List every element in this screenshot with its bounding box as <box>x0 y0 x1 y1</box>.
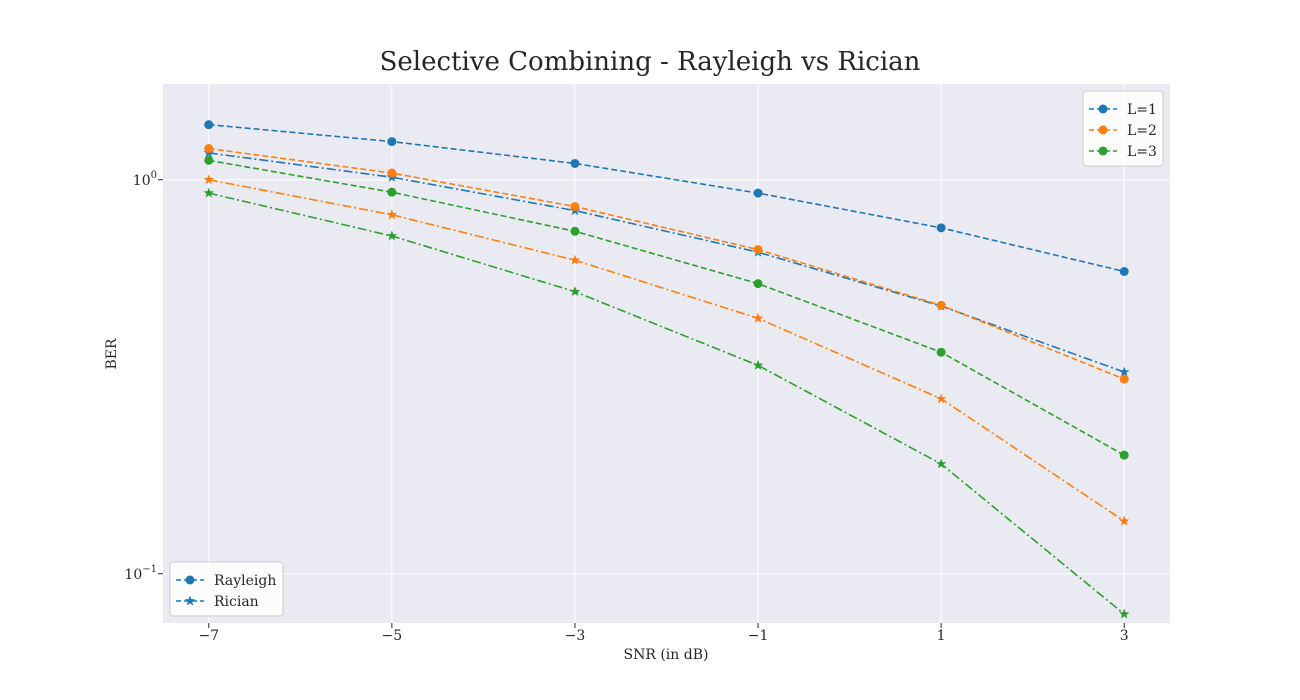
x-tick-label: −1 <box>748 628 769 644</box>
data-point-l-1-rayleigh <box>936 223 946 233</box>
data-point-l-2-rayleigh <box>387 168 397 178</box>
data-point-l-1-rayleigh <box>570 158 580 168</box>
legend-marker <box>1098 125 1108 135</box>
series-l-3-rician <box>203 187 1130 619</box>
legend-series: L=1 L=2 L=3 <box>1082 90 1164 167</box>
data-point-l-3-rician <box>203 187 214 198</box>
series-line-l-3-rayleigh <box>208 159 1125 456</box>
legend-box <box>169 561 284 617</box>
legend-label: L=3 <box>1127 144 1157 160</box>
data-point-l-2-rician <box>935 393 947 404</box>
data-point-l-2-rayleigh <box>204 144 214 154</box>
legend-marker <box>1098 146 1108 156</box>
x-tick-label: −5 <box>382 628 403 644</box>
legend-label: Rician <box>214 594 259 610</box>
data-point-l-2-rician <box>386 209 398 220</box>
data-point-l-1-rician <box>1119 366 1130 377</box>
data-point-l-1-rayleigh <box>204 120 214 130</box>
data-point-l-3-rician <box>569 286 581 297</box>
data-point-l-2-rician <box>569 254 581 265</box>
x-tick-label: −3 <box>565 628 586 644</box>
data-point-l-2-rayleigh <box>753 245 763 255</box>
series-l-3-rayleigh <box>204 155 1129 460</box>
series-l-1-rayleigh <box>204 120 1129 277</box>
legend-label: L=2 <box>1127 123 1157 139</box>
data-point-l-3-rayleigh <box>1119 450 1129 460</box>
series-line-l-1-rician <box>208 152 1125 373</box>
x-tick-label: 1 <box>937 628 946 644</box>
series-layer <box>203 120 1130 619</box>
data-point-l-2-rician <box>203 174 214 185</box>
data-point-l-3-rician <box>935 458 947 469</box>
x-tick-label: 3 <box>1120 628 1129 644</box>
data-point-l-3-rician <box>386 230 398 241</box>
legend-marker <box>1098 104 1108 114</box>
legend-marker <box>185 575 195 585</box>
series-line-l-2-rayleigh <box>208 147 1125 380</box>
data-point-l-3-rayleigh <box>204 155 214 165</box>
data-point-l-2-rician <box>1119 515 1130 526</box>
data-point-l-1-rayleigh <box>753 188 763 198</box>
data-point-l-3-rician <box>752 359 764 370</box>
series-l-2-rayleigh <box>204 144 1129 384</box>
legend-fading: Rayleigh Rician <box>169 561 284 617</box>
y-tick-label: 100 <box>133 170 157 189</box>
y-tick-label: 10−1 <box>124 564 157 583</box>
legend-marker <box>184 595 196 606</box>
data-point-l-3-rayleigh <box>753 279 763 289</box>
series-l-2-rician <box>203 174 1130 526</box>
data-point-l-2-rayleigh <box>936 300 946 310</box>
plot-area <box>163 84 1170 623</box>
y-axis-label: BER <box>104 338 120 370</box>
legend-label: Rayleigh <box>214 573 276 589</box>
series-line-l-1-rayleigh <box>208 123 1125 273</box>
data-point-l-3-rician <box>1119 608 1130 619</box>
legend-label: L=1 <box>1127 102 1157 118</box>
data-point-l-2-rayleigh <box>1119 374 1129 384</box>
data-point-l-1-rayleigh <box>1119 267 1129 277</box>
data-point-l-2-rayleigh <box>570 202 580 212</box>
chart-title: Selective Combining - Rayleigh vs Rician <box>380 47 921 77</box>
data-point-l-3-rayleigh <box>570 226 580 236</box>
series-line-l-3-rician <box>208 192 1125 615</box>
data-point-l-1-rayleigh <box>387 137 397 147</box>
data-point-l-2-rician <box>752 312 764 323</box>
data-point-l-3-rayleigh <box>936 347 946 357</box>
data-point-l-3-rayleigh <box>387 187 397 197</box>
series-line-l-2-rician <box>208 178 1125 522</box>
x-axis-label: SNR (in dB) <box>624 647 709 663</box>
x-tick-label: −7 <box>198 628 219 644</box>
